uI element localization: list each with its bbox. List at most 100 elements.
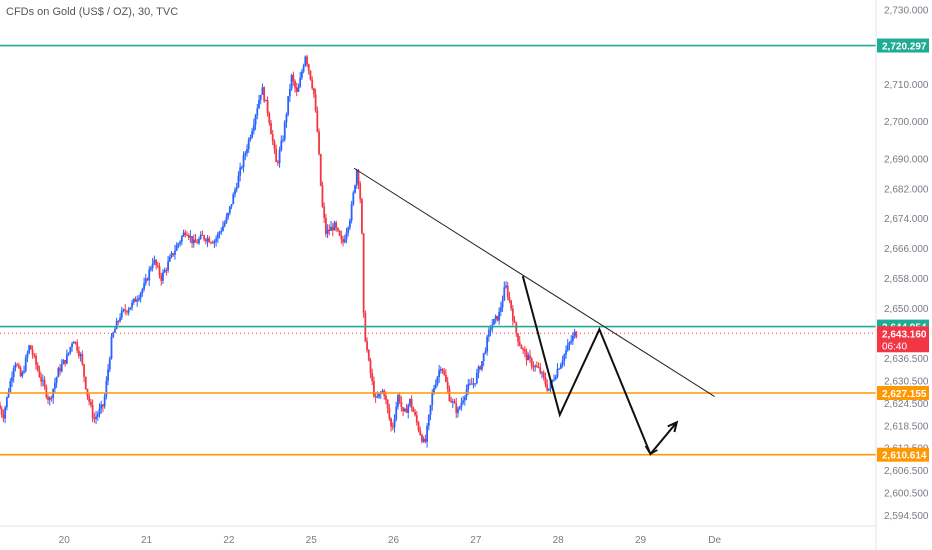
candle-body [96, 414, 99, 417]
candle-body [474, 383, 477, 385]
candle-body [43, 380, 46, 387]
candle-body [479, 366, 482, 370]
candle-body [285, 114, 288, 123]
time-axis[interactable]: 20 21 22 25 26 27 28 29 De [59, 535, 722, 546]
candle-body [266, 99, 269, 114]
candle-body [278, 150, 281, 164]
candle-body [59, 368, 61, 372]
candle-body [520, 345, 523, 350]
candle-body [510, 300, 513, 309]
candle-body [309, 70, 312, 80]
candle-body [103, 396, 106, 407]
candle-body [192, 239, 195, 244]
y-tick-label: 2,594.500 [884, 511, 929, 522]
candle-body [489, 328, 492, 331]
candle-body [110, 336, 113, 359]
candle-body [38, 370, 41, 378]
candle-body [381, 390, 384, 394]
candle-body [556, 368, 559, 377]
candle-body [427, 414, 430, 426]
price-axis[interactable]: 2,730.000 2,710.000 2,700.000 2,690.000 2,68… [884, 5, 929, 521]
candle-body [222, 226, 224, 231]
candle-body [256, 108, 259, 116]
candle-body [258, 99, 260, 109]
candle-body [216, 233, 219, 239]
candle-body [131, 302, 133, 308]
candle-body [385, 395, 387, 400]
candle-body [568, 342, 571, 345]
candle-body [264, 99, 267, 102]
candle-body [69, 347, 72, 353]
candle-body [508, 297, 511, 301]
candle-body [62, 360, 65, 365]
candle-body [93, 418, 96, 420]
candle-body [501, 300, 504, 308]
candle-body [239, 167, 242, 176]
candle-body [88, 396, 91, 402]
candle-body [299, 77, 302, 88]
candle-body [414, 412, 416, 416]
candle-body [306, 56, 308, 65]
candle-body [503, 287, 506, 301]
candle-body [505, 285, 507, 288]
candle-body [527, 355, 530, 361]
candle-body [367, 350, 370, 361]
candle-body [421, 434, 423, 442]
candle-body [194, 239, 197, 243]
candle-body [122, 309, 125, 311]
candle-body [234, 189, 236, 195]
candle-body [547, 388, 550, 391]
candle-body [352, 192, 355, 205]
candle-body [138, 298, 140, 300]
candle-body [467, 384, 470, 390]
candle-body [374, 396, 377, 398]
candle-body [561, 360, 564, 365]
candle-body [146, 278, 149, 281]
candle-body [167, 261, 169, 271]
candle-body [347, 227, 350, 233]
candle-body [290, 75, 293, 89]
candle-body [563, 354, 566, 361]
candle-body [26, 352, 29, 358]
candle-body [463, 396, 466, 401]
candle-body [240, 167, 243, 169]
candle-body [535, 365, 538, 368]
candle-body [275, 148, 278, 163]
candle-body [355, 170, 358, 186]
candle-body [218, 232, 221, 234]
candle-body [0, 404, 1, 409]
candle-body [539, 367, 542, 373]
trendline [353, 167, 715, 397]
candle-body [553, 379, 555, 381]
candle-body [107, 369, 109, 381]
candle-body [445, 374, 447, 382]
candle-body [302, 65, 305, 72]
candle-body [446, 381, 449, 389]
candle-body [232, 194, 235, 205]
candle-body [24, 357, 27, 372]
candle-body [333, 222, 336, 231]
candle-body [403, 408, 406, 412]
candle-body [237, 175, 240, 188]
candle-body [170, 253, 173, 257]
candle-body [451, 401, 454, 403]
candle-body [458, 407, 461, 409]
candle-body [450, 400, 453, 403]
candle-body [460, 402, 463, 408]
y-tick-label: 2,700.000 [884, 117, 929, 128]
candle-body [575, 331, 578, 338]
candle-body [554, 376, 557, 380]
candle-body [127, 309, 130, 313]
horizontal-levels [0, 44, 876, 456]
candlestick-series [0, 54, 578, 448]
candle-body [369, 360, 372, 374]
y-tick-label: 2,650.000 [884, 304, 929, 315]
candle-body [565, 350, 567, 355]
candle-body [566, 344, 569, 351]
candle-body [175, 245, 178, 251]
y-tick-label: 2,606.500 [884, 466, 929, 477]
candle-body [371, 373, 374, 381]
candle-body [261, 87, 264, 95]
y-tick-label: 2,600.500 [884, 488, 929, 499]
